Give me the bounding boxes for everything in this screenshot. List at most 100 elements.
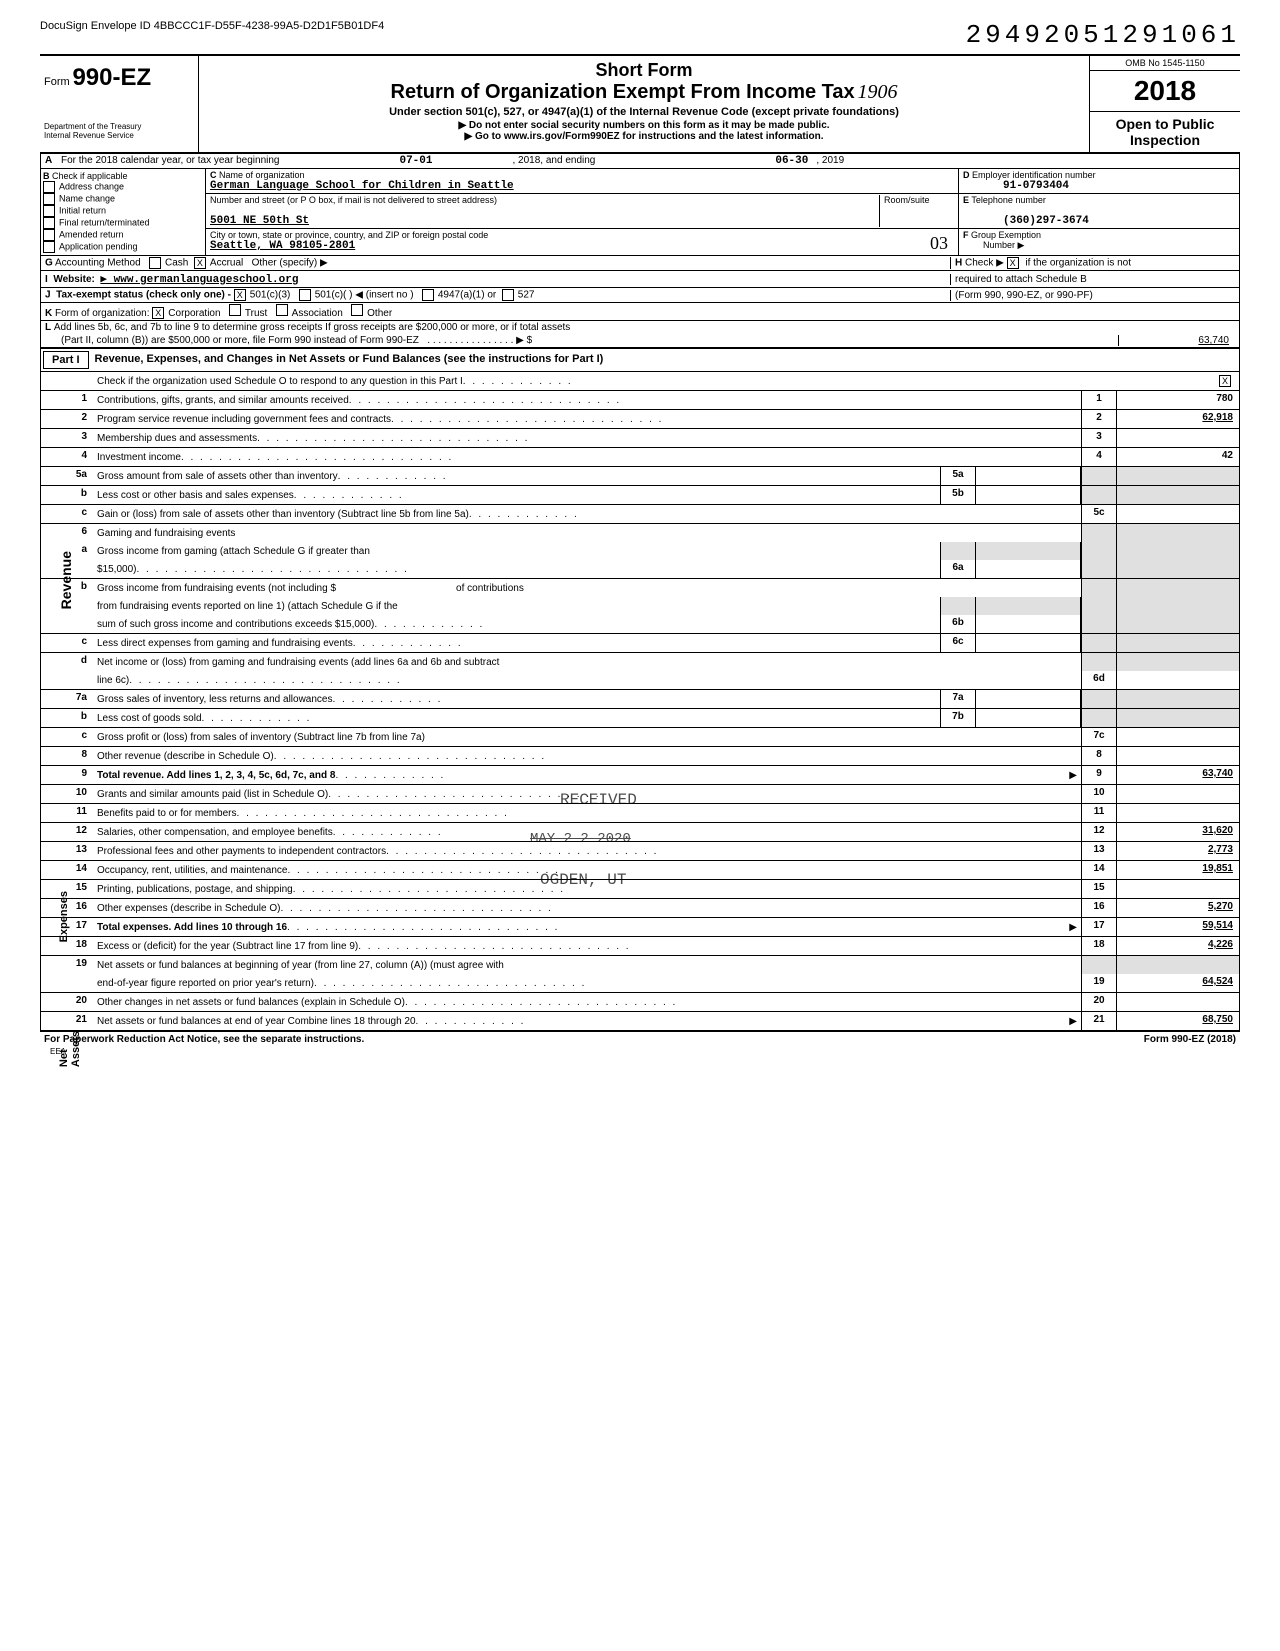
cb-accrual[interactable]: X (194, 257, 206, 269)
received-stamp: RECEIVED (560, 791, 637, 809)
subtitle-2: ▶ Do not enter social security numbers o… (207, 120, 1081, 131)
row-l1: L Add lines 5b, 6c, and 7b to line 9 to … (40, 321, 1240, 334)
label-f: F (963, 230, 969, 240)
line-3: 3Membership dues and assessments3 (40, 429, 1240, 448)
row-i: I Website: ▶ www.germanlanguageschool.or… (40, 271, 1240, 288)
line-19-2: end-of-year figure reported on prior yea… (40, 974, 1240, 993)
ogden-stamp: OGDEN, UT (540, 871, 626, 889)
line-16: 16Other expenses (describe in Schedule O… (40, 899, 1240, 918)
line-6c: cLess direct expenses from gaming and fu… (40, 634, 1240, 653)
revenue-side-label: Revenue (58, 551, 74, 609)
cb-initial-return[interactable] (43, 205, 55, 217)
phone: (360)297-3674 (1003, 215, 1089, 227)
omb-number: OMB No 1545-1150 (1090, 56, 1240, 71)
col-c: C Name of organization German Language S… (206, 169, 959, 255)
date-stamp: MAY 2 2 2020 (530, 831, 631, 847)
line-12: 12Salaries, other compensation, and empl… (40, 823, 1240, 842)
part1-header: Part I Revenue, Expenses, and Changes in… (40, 349, 1240, 372)
line-5c: cGain or (loss) from sale of assets othe… (40, 505, 1240, 524)
cb-501c3[interactable]: X (234, 289, 246, 301)
label-g: G (45, 258, 53, 269)
line-1: 1Contributions, gifts, grants, and simil… (40, 391, 1240, 410)
document-number: 29492051291061 (966, 20, 1240, 50)
line-a-text2: , 2018, and ending (513, 155, 596, 166)
part1-check-row: Check if the organization used Schedule … (40, 372, 1240, 391)
part1-label: Part I (43, 351, 89, 369)
cb-part1-schedo[interactable]: X (1219, 375, 1231, 387)
row-k: K Form of organization: XCorporation Tru… (40, 303, 1240, 321)
cb-address-change[interactable] (43, 181, 55, 193)
label-i: I (45, 274, 48, 285)
cb-trust[interactable] (229, 304, 241, 316)
cb-assoc[interactable] (276, 304, 288, 316)
room-suite-label: Room/suite (879, 195, 954, 227)
tax-year-begin: 07-01 (399, 155, 432, 167)
line-4: 4Investment income442 (40, 448, 1240, 467)
irs: Internal Revenue Service (44, 131, 194, 140)
label-a: A (45, 155, 61, 166)
cb-other[interactable] (351, 304, 363, 316)
cb-amended[interactable] (43, 229, 55, 241)
line-7a: 7aGross sales of inventory, less returns… (40, 690, 1240, 709)
h-check: Check ▶ (965, 258, 1004, 269)
cb-501c[interactable] (299, 289, 311, 301)
cb-application-pending[interactable] (43, 241, 55, 253)
line-14: 14Occupancy, rent, utilities, and mainte… (40, 861, 1240, 880)
row-g-h: G Accounting Method Cash XAccrual Other … (40, 256, 1240, 271)
h-text2: if the organization is not (1025, 258, 1131, 269)
line-5b: bLess cost or other basis and sales expe… (40, 486, 1240, 505)
tax-year: 2018 (1090, 71, 1240, 112)
label-c: C (210, 170, 217, 180)
label-d: D (963, 170, 970, 180)
top-bar: DocuSign Envelope ID 4BBCCC1F-D55F-4238-… (40, 20, 1240, 50)
group-exemption-label: Group Exemption (971, 230, 1041, 240)
label-b: B (43, 171, 50, 181)
org-name: German Language School for Children in S… (210, 180, 514, 192)
dept-treasury: Department of the Treasury (44, 122, 194, 131)
cb-4947[interactable] (422, 289, 434, 301)
tax-year-end: 06-30 (775, 155, 808, 167)
subtitle-1: Under section 501(c), 527, or 4947(a)(1)… (207, 106, 1081, 118)
website-label: Website: (53, 274, 95, 285)
row-l-text1: Add lines 5b, 6c, and 7b to line 9 to de… (54, 322, 570, 333)
row-l2: (Part II, column (B)) are $500,000 or mo… (40, 334, 1240, 349)
line-19-1: 19Net assets or fund balances at beginni… (40, 956, 1240, 974)
line-7c: cGross profit or (loss) from sales of in… (40, 728, 1240, 747)
row-l-arrow: . . . . . . . . . . . . . . . . ▶ $ (427, 335, 532, 346)
eea: EEA (50, 1047, 1240, 1056)
hand-year: 1906 (857, 81, 897, 103)
cb-final-return[interactable] (43, 217, 55, 229)
line-17: 17Total expenses. Add lines 10 through 1… (40, 918, 1240, 937)
label-k: K (45, 308, 52, 319)
line-9: 9Total revenue. Add lines 1, 2, 3, 4, 5c… (40, 766, 1240, 785)
cb-name-change[interactable] (43, 193, 55, 205)
line-2: 2Program service revenue including gover… (40, 410, 1240, 429)
cb-corp[interactable]: X (152, 307, 164, 319)
form-footer: Form 990-EZ (2018) (1144, 1034, 1236, 1045)
short-form-label: Short Form (207, 60, 1081, 81)
line-5a: 5aGross amount from sale of assets other… (40, 467, 1240, 486)
header-left: Form 990-EZ Department of the Treasury I… (40, 56, 199, 152)
docusign-id: DocuSign Envelope ID 4BBCCC1F-D55F-4238-… (40, 20, 384, 32)
part1-title: Revenue, Expenses, and Changes in Net As… (91, 349, 608, 371)
line-a-text1: For the 2018 calendar year, or tax year … (61, 155, 279, 166)
line-8: 8Other revenue (describe in Schedule O)8 (40, 747, 1240, 766)
name-label: Name of organization (219, 170, 305, 180)
line-11: 11Benefits paid to or for members11 (40, 804, 1240, 823)
entity-grid: B Check if applicable Address change Nam… (40, 169, 1240, 256)
line-15: 15Printing, publications, postage, and s… (40, 880, 1240, 899)
line-6d-2: line 6c)6d (40, 671, 1240, 690)
street: 5001 NE 50th St (210, 215, 309, 227)
h-text4: (Form 990, 990-EZ, or 990-PF) (955, 290, 1093, 301)
subtitle-3: ▶ Go to www.irs.gov/Form990EZ for instru… (207, 131, 1081, 142)
form-org-label: Form of organization: (55, 308, 150, 319)
line-21: 21Net assets or fund balances at end of … (40, 1012, 1240, 1032)
label-e: E (963, 195, 969, 205)
cb-cash[interactable] (149, 257, 161, 269)
label-l: L (45, 322, 51, 333)
h-text3: required to attach Schedule B (955, 274, 1087, 285)
line-10: 10Grants and similar amounts paid (list … (40, 785, 1240, 804)
return-title: Return of Organization Exempt From Incom… (391, 81, 855, 103)
cb-h[interactable]: X (1007, 257, 1019, 269)
cb-527[interactable] (502, 289, 514, 301)
